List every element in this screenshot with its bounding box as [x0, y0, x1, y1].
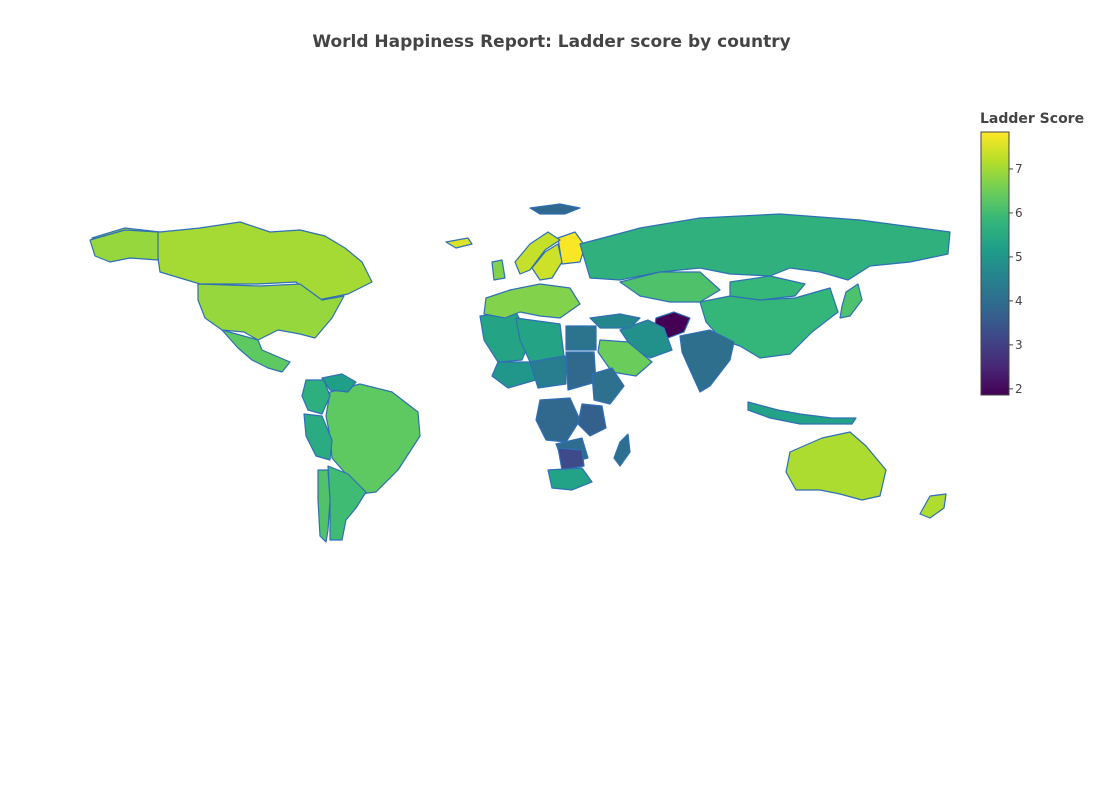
country-greenland[interactable]: Greenland — [529, 203, 581, 215]
country-sudan[interactable]: Sudan — [565, 351, 597, 391]
country-australia[interactable]: Australia — [785, 431, 887, 501]
country-madagascar[interactable]: Madagascar — [613, 433, 631, 467]
country-egypt[interactable]: Egypt — [565, 325, 597, 351]
country-south-africa[interactable]: South Africa — [547, 467, 593, 491]
colorbar-tick-label: 3 — [1015, 338, 1023, 352]
page-title: World Happiness Report: Ladder score by … — [312, 32, 791, 52]
country-zimbabwe[interactable]: Zimbabwe — [557, 447, 585, 471]
colorbar-tick-label: 7 — [1015, 162, 1023, 176]
country-niger[interactable]: Niger — [491, 361, 537, 389]
countries-layer[interactable]: CanadaUnited StatesMexicoBrazilArgentina… — [89, 203, 951, 543]
country-chile[interactable]: Chile — [317, 469, 331, 543]
country-russia[interactable]: Russia — [579, 213, 951, 281]
country-colombia[interactable]: Colombia — [301, 379, 331, 415]
colorbar-tick-label: 6 — [1015, 206, 1023, 220]
country-ethiopia[interactable]: Ethiopia — [591, 367, 625, 405]
country-argentina[interactable]: Argentina — [327, 465, 367, 541]
country-india[interactable]: India — [679, 329, 735, 393]
country-mexico[interactable]: Mexico — [221, 329, 291, 373]
country-chad[interactable]: Chad — [529, 355, 567, 389]
country-norway[interactable]: Norway — [514, 231, 561, 275]
colorbar-tick-label: 5 — [1015, 250, 1023, 264]
country-new-zealand[interactable]: New Zealand — [919, 493, 947, 519]
country-iceland[interactable]: Iceland — [445, 237, 473, 249]
colorbar-tick-label: 2 — [1015, 382, 1023, 396]
country-indonesia[interactable]: Indonesia — [747, 401, 857, 425]
country-western-europe[interactable]: Western Europe — [483, 259, 581, 319]
country-turkey[interactable]: Turkey — [589, 313, 641, 329]
country-united-states[interactable]: United States — [89, 229, 345, 341]
colorbar: Ladder Score 7 6 5 4 3 2 — [980, 111, 1084, 396]
country-tanzania[interactable]: Tanzania — [577, 403, 607, 437]
country-venezuela[interactable]: Venezuela — [321, 373, 357, 393]
country-dr-congo[interactable]: DR Congo — [535, 397, 581, 443]
country-kazakhstan[interactable]: Kazakhstan — [619, 271, 721, 303]
colorbar-gradient — [980, 131, 1010, 396]
country-canada[interactable]: Canada — [91, 221, 373, 301]
country-peru[interactable]: Peru — [303, 413, 333, 461]
colorbar-title: Ladder Score — [980, 111, 1084, 127]
country-mongolia[interactable]: Mongolia — [729, 275, 806, 301]
country-japan[interactable]: Japan — [839, 283, 863, 319]
country-sweden[interactable]: Sweden — [531, 243, 563, 281]
country-saudi-arabia[interactable]: Saudi Arabia — [597, 339, 653, 377]
colorbar-tick-label: 4 — [1015, 294, 1023, 308]
